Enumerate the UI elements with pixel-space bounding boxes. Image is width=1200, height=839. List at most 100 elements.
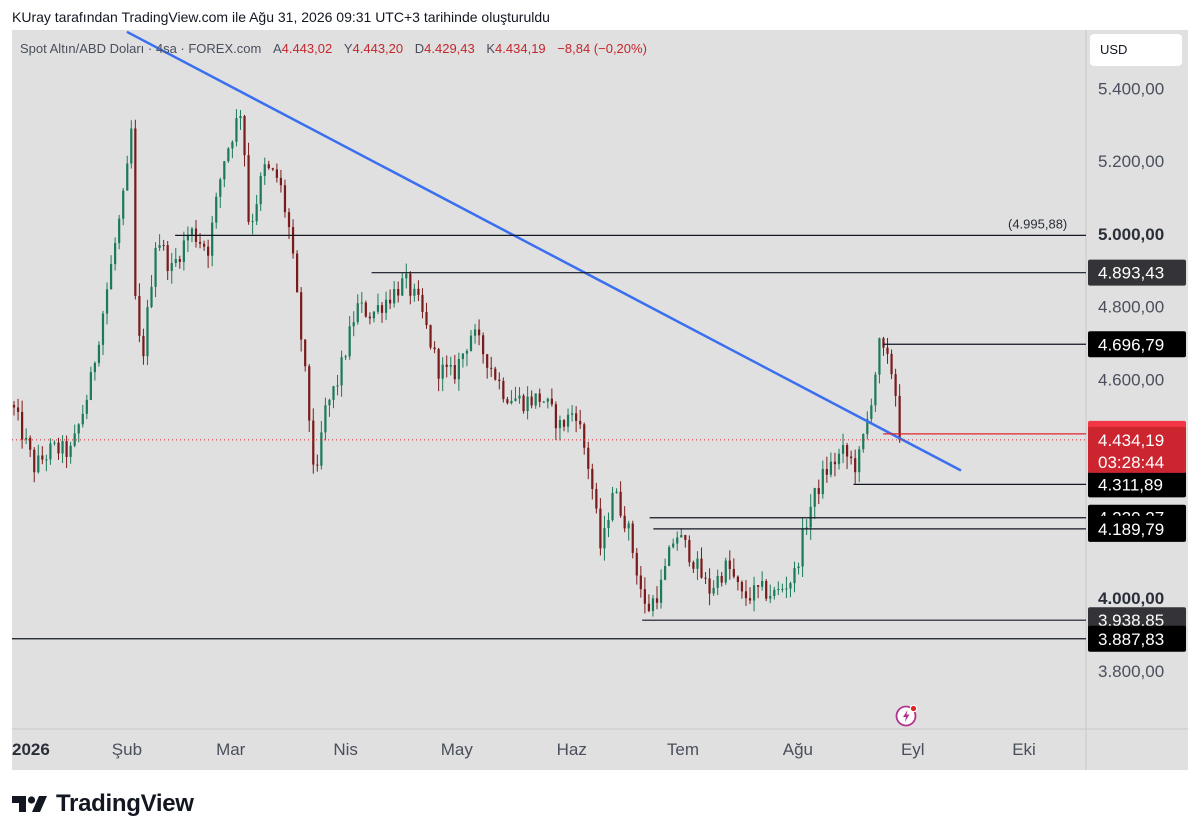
candle-body (344, 356, 347, 358)
candle-body (190, 228, 194, 235)
candle-body (490, 367, 493, 369)
candle-body (320, 432, 323, 466)
candle-body (312, 420, 315, 465)
candle-body (482, 335, 485, 355)
candle-body (57, 442, 60, 454)
candle-body (765, 581, 768, 599)
current-price-tag-bg (1088, 426, 1186, 473)
candle-body (797, 566, 800, 569)
candle-body (150, 286, 153, 308)
candle-body (748, 598, 752, 601)
y-tick-label: 5.400,00 (1098, 79, 1164, 98)
candle-body (708, 578, 711, 594)
candle-body (364, 302, 367, 317)
x-tick-label: 2026 (12, 740, 50, 759)
candle-body (506, 399, 509, 404)
close-label: K (486, 41, 496, 56)
chart-created-by-text: KUray tarafından TradingView.com ile Ağu… (12, 9, 550, 25)
candle-body (336, 385, 339, 387)
candle-body (538, 393, 541, 402)
symbol-label: Spot Altın/ABD Doları · 4sa · FOREX.com (20, 41, 262, 56)
candle-body (166, 245, 169, 272)
candle-body (271, 168, 274, 170)
candle-body (397, 289, 400, 296)
candle-body (340, 357, 343, 386)
bolt-alert-icon[interactable] (895, 703, 919, 727)
candle-body (688, 539, 691, 563)
candle-body (518, 395, 521, 399)
candle-body (845, 445, 849, 457)
candle-body (886, 347, 889, 354)
candle-body (603, 528, 606, 549)
candle-body (502, 380, 505, 400)
candle-body (752, 585, 756, 601)
candle-body (894, 374, 897, 396)
candle-body (409, 273, 412, 296)
candle-body (554, 404, 558, 429)
candle-body (570, 413, 574, 415)
candle-body (655, 598, 659, 603)
candle-body (473, 329, 477, 336)
candle-body (239, 116, 242, 119)
candle-body (777, 589, 780, 591)
candle-body (376, 305, 380, 312)
candle-body (890, 353, 893, 375)
x-tick-label: May (441, 740, 474, 759)
candle-body (534, 393, 537, 406)
candle-body (368, 316, 372, 319)
candle-body (623, 515, 626, 529)
candle-body (696, 558, 699, 569)
x-tick-label: Şub (112, 740, 142, 759)
candle-body (186, 234, 190, 241)
tradingview-logo[interactable]: TradingView (12, 790, 194, 818)
candle-body (328, 399, 331, 406)
candle-body (37, 455, 40, 473)
candle-body (97, 344, 101, 363)
candle-body (429, 325, 432, 348)
candle-body (522, 395, 525, 412)
low-value: 4.429,43 (424, 41, 475, 56)
candle-body (388, 299, 392, 304)
candle-body (25, 437, 28, 440)
candle-body (736, 576, 740, 583)
candle-body (73, 433, 76, 446)
candle-body (263, 164, 266, 177)
high-value: 4.443,20 (352, 41, 404, 56)
candle-body (142, 335, 145, 357)
candle-body (639, 575, 642, 590)
candle-body (20, 411, 24, 440)
trendline (126, 30, 962, 472)
candle-body (486, 354, 489, 368)
candle-body (413, 288, 416, 296)
candle-body (223, 161, 226, 180)
candle-body (445, 364, 448, 367)
candle-body (801, 529, 804, 567)
candle-body (793, 568, 796, 584)
candle-body (421, 294, 424, 312)
level-tag-1-bg (1088, 259, 1186, 286)
currency-button[interactable]: USD (1090, 34, 1182, 66)
candle-body (77, 424, 80, 434)
candle-body (837, 453, 841, 465)
candle-body (732, 569, 735, 577)
candle-body (405, 273, 408, 279)
y-tick-label: 5.200,00 (1098, 152, 1164, 171)
candle-body (542, 401, 545, 403)
candle-body (360, 302, 363, 304)
candle-body (756, 585, 760, 587)
open-label: A (272, 41, 282, 56)
candle-body (611, 492, 614, 521)
chart-area[interactable]: 5.400,00 5.200,00 5.000,00 4.800,00 4.600,00… (12, 30, 1188, 770)
candle-body (207, 246, 210, 256)
candle-body (700, 558, 703, 578)
price-chart[interactable]: 5.400,00 5.200,00 5.000,00 4.800,00 4.600,00… (12, 30, 1188, 770)
level-tag-7-bg (1088, 625, 1186, 652)
candle-body (769, 595, 772, 599)
candle-body (118, 218, 121, 244)
candle-body (627, 523, 630, 529)
candle-body (33, 449, 36, 473)
open-value: 4.443,02 (281, 41, 333, 56)
candle-body (858, 449, 861, 473)
candle-body (583, 424, 586, 448)
candle-body (465, 350, 469, 354)
